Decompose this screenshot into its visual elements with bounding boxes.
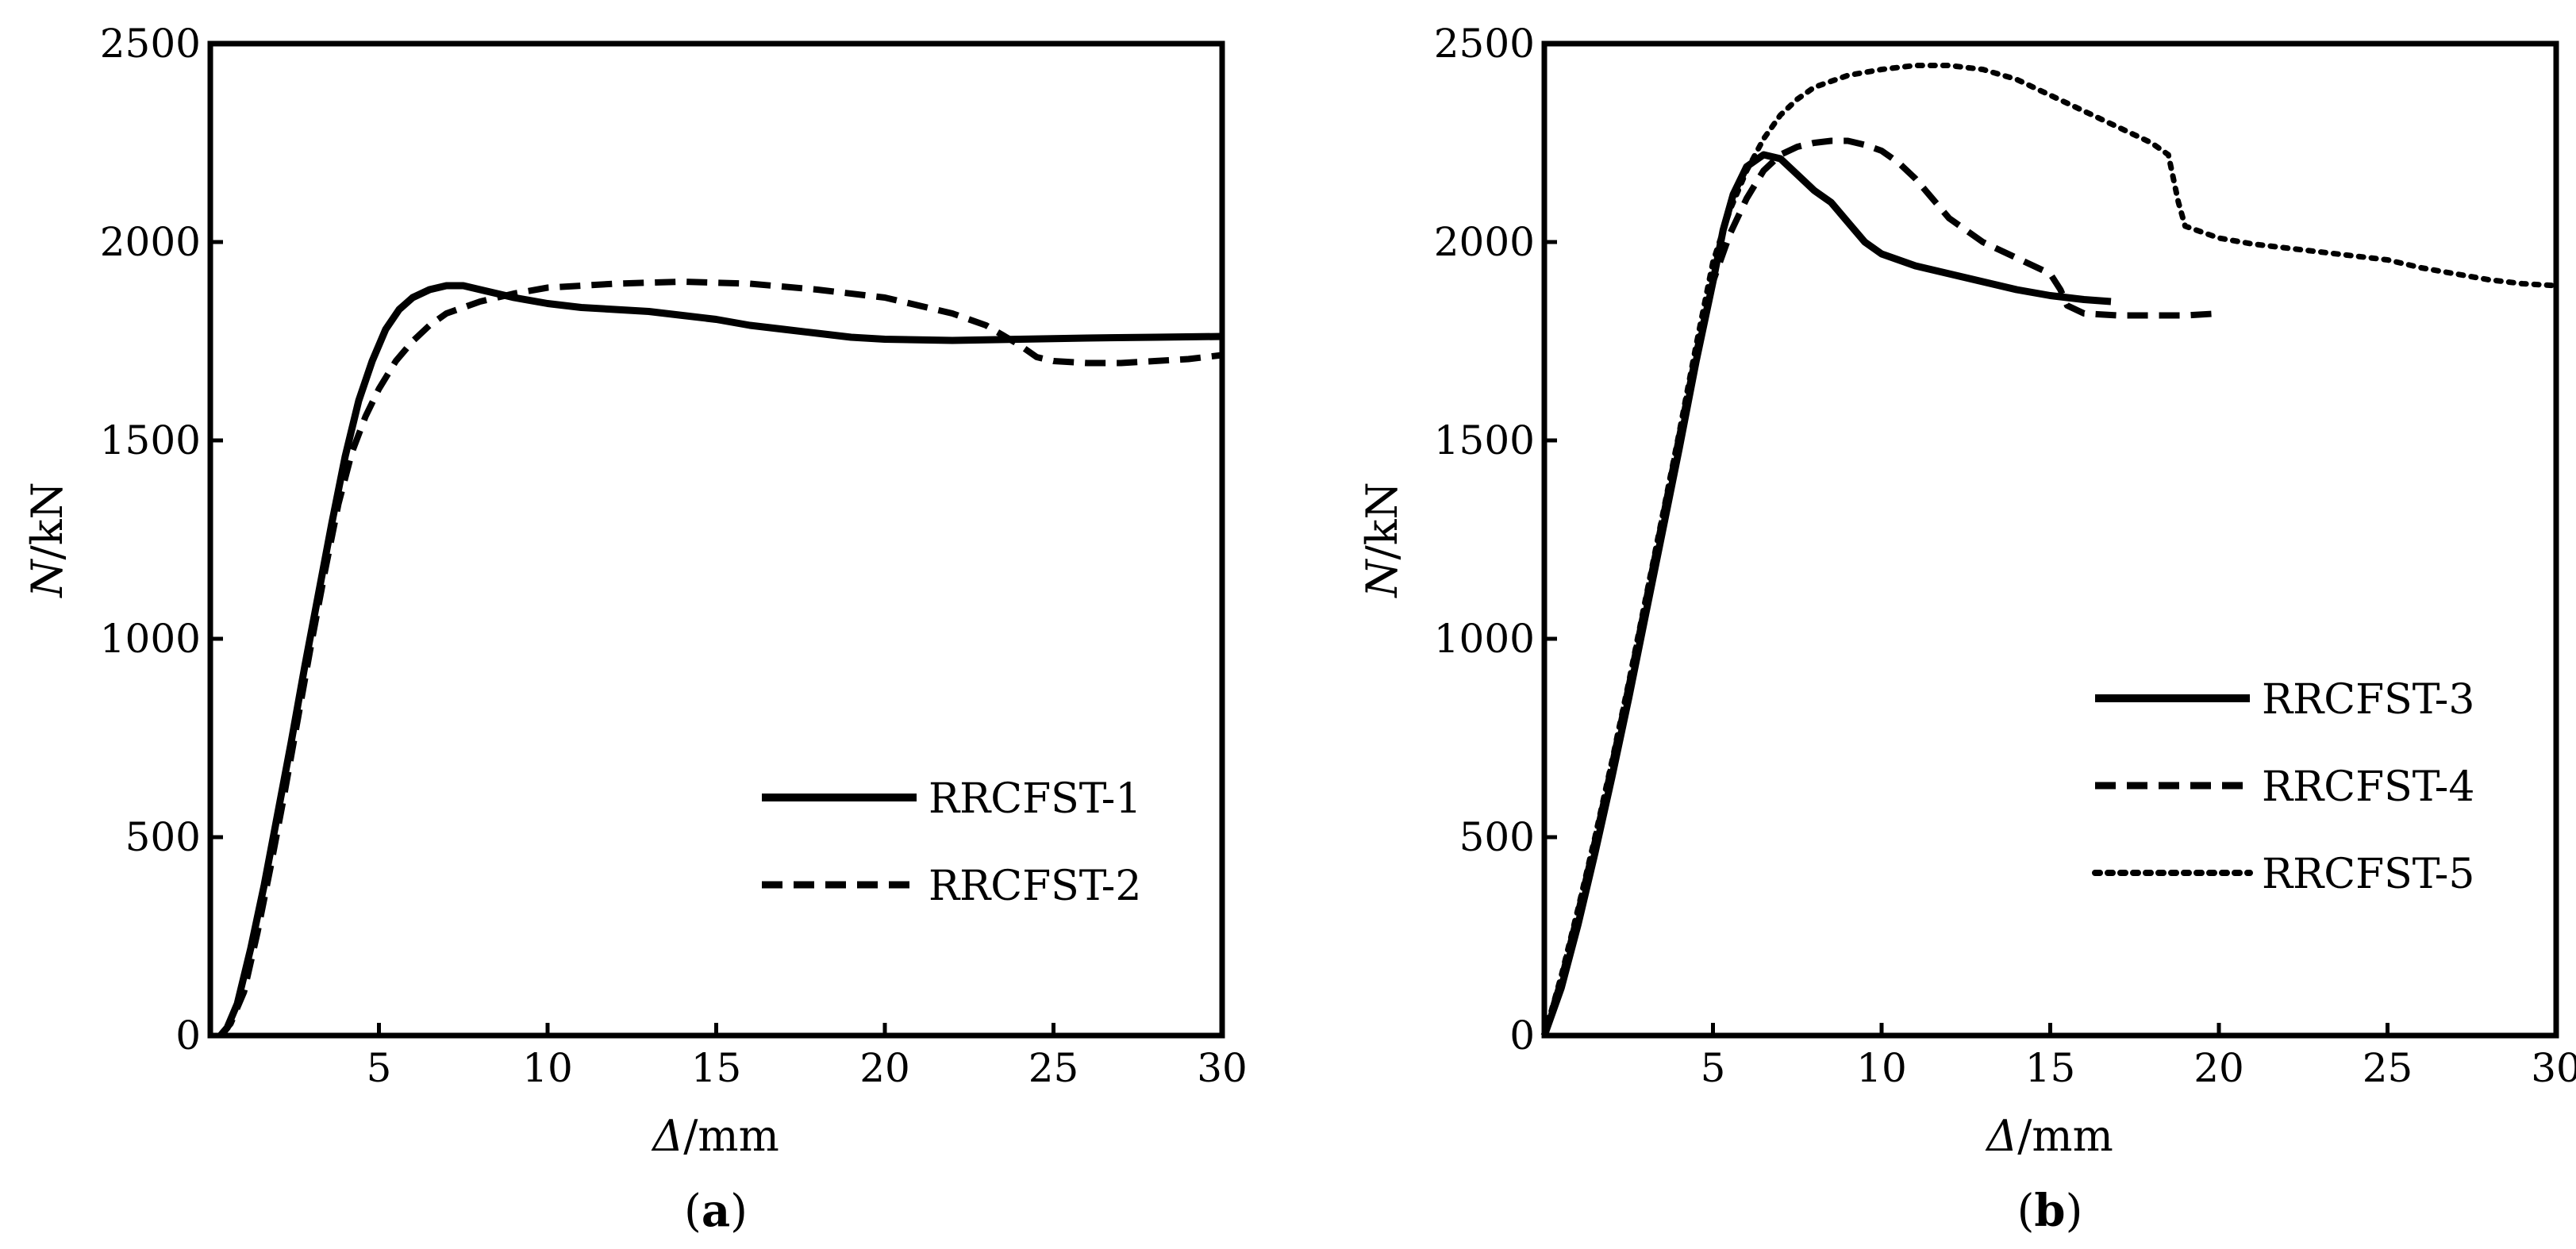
- x-tick-label-a-10: 10: [522, 1045, 573, 1091]
- panel-a: 0 500 1000 1500 2000 2500 5 10 15 20 25 30 RRCFST-1…: [22, 21, 1248, 1237]
- ticks-layer-b: 0 500 1000 1500 2000 2500 5 10 15 20 25 30: [1434, 21, 2576, 1091]
- series-line-RRCFST-3: [1540, 151, 2112, 1037]
- legend-label-RRCFST-1: RRCFST-1: [929, 775, 1141, 823]
- legend-b: RRCFST-3 RRCFST-4 RRCFST-5: [2092, 676, 2474, 898]
- x-tick-label-a-25: 25: [1028, 1045, 1079, 1091]
- x-tick-label-b-20: 20: [2193, 1045, 2244, 1091]
- y-tick-label-a-2000: 2000: [100, 219, 201, 265]
- plot-frame-a: [207, 40, 1225, 1039]
- y-tick-label-a-1000: 1000: [100, 616, 201, 662]
- legend-a: RRCFST-1 RRCFST-2: [762, 775, 1141, 910]
- x-tick-label-a-15: 15: [691, 1045, 742, 1091]
- x-tick-label-a-30: 30: [1197, 1045, 1248, 1091]
- x-axis-label-b: Δ/mm: [1985, 1111, 2113, 1161]
- series-line-RRCFST-5: [1541, 63, 2559, 1039]
- series-line-RRCFST-1: [217, 282, 1223, 1038]
- y-tick-label-b-0: 0: [1509, 1013, 1535, 1059]
- y-tick-label-b-1500: 1500: [1434, 417, 1535, 463]
- y-axis-label-b: N/kN: [1357, 482, 1407, 598]
- legend-label-RRCFST-4: RRCFST-4: [2262, 763, 2474, 811]
- y-tick-label-a-0: 0: [175, 1013, 201, 1059]
- x-tick-label-b-5: 5: [1701, 1045, 1726, 1091]
- panel-b: 0 500 1000 1500 2000 2500 5 10 15 20 25 30 RRCFST-3…: [1357, 21, 2576, 1237]
- x-tick-label-a-20: 20: [859, 1045, 910, 1091]
- x-axis-label-a: Δ/mm: [651, 1111, 779, 1161]
- x-tick-label-b-25: 25: [2363, 1045, 2413, 1091]
- legend-label-RRCFST-2: RRCFST-2: [929, 863, 1141, 910]
- x-tick-label-b-30: 30: [2531, 1045, 2576, 1091]
- y-tick-label-a-500: 500: [125, 814, 201, 860]
- y-tick-label-b-500: 500: [1459, 814, 1535, 860]
- x-tick-label-b-10: 10: [1856, 1045, 1907, 1091]
- y-tick-label-a-1500: 1500: [100, 417, 201, 463]
- plot-frame-b: [1541, 40, 2559, 1039]
- legend-label-RRCFST-5: RRCFST-5: [2262, 851, 2474, 898]
- y-tick-label-b-2000: 2000: [1434, 219, 1535, 265]
- y-axis-label-a: N/kN: [22, 482, 72, 598]
- legend-label-RRCFST-3: RRCFST-3: [2262, 676, 2474, 724]
- y-tick-label-a-2500: 2500: [100, 21, 201, 67]
- series-line-RRCFST-2: [217, 279, 1223, 1038]
- ticks-layer-a: 0 500 1000 1500 2000 2500 5 10 15 20 25 30: [100, 21, 1248, 1091]
- x-tick-label-a-5: 5: [367, 1045, 392, 1091]
- caption-b: (b): [2017, 1185, 2083, 1237]
- y-tick-label-b-2500: 2500: [1434, 21, 1535, 67]
- x-tick-label-b-15: 15: [2025, 1045, 2076, 1091]
- y-tick-label-b-1000: 1000: [1434, 616, 1535, 662]
- series-layer-a: [217, 279, 1223, 1038]
- caption-a: (a): [684, 1185, 748, 1237]
- series-layer-b: [1540, 63, 2559, 1039]
